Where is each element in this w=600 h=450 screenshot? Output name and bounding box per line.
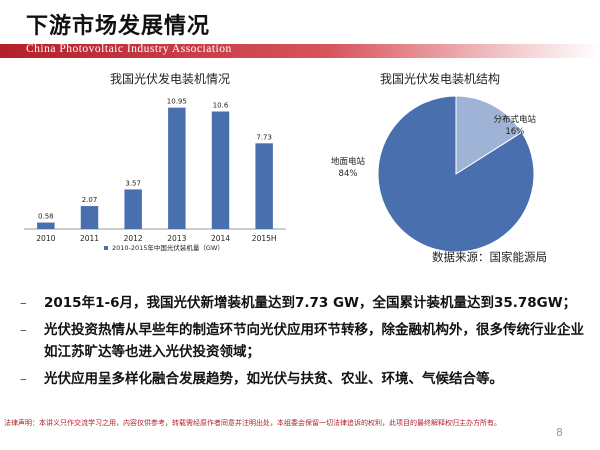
- bullet-marker: –: [20, 371, 27, 387]
- x-tick-label: 2010: [36, 234, 55, 243]
- x-tick-label: 2015H: [252, 234, 277, 243]
- legend-swatch: [104, 246, 108, 250]
- x-tick-label: 2011: [80, 234, 99, 243]
- bullet-item: – 光伏投资热情从早些年的制造环节向光伏应用环节转移，除金融机构外，很多传统行业…: [12, 319, 587, 363]
- bar-chart: 0.58 2010 2.07 2011 3.57 2012 10.95 2013 10.6 201…: [24, 98, 286, 252]
- legal-notice: 法律声明：本讲义只作交流学习之用，内容仅供参考，转载需经原作者同意并注明出处，本…: [4, 419, 501, 427]
- header-band: [0, 44, 600, 58]
- bullet-list: – 2015年1-6月，我国光伏新增装机量达到7.73 GW，全国累计装机量达到…: [12, 292, 587, 395]
- bar: [80, 206, 99, 229]
- bullet-marker: –: [20, 322, 27, 338]
- bar: [255, 143, 273, 229]
- bullet-item: – 光伏应用呈多样化融合发展趋势，如光伏与扶贫、农业、环境、气候结合等。: [12, 368, 587, 390]
- bar-value-label: 10.6: [213, 102, 229, 110]
- bar-value-label: 7.73: [256, 133, 272, 141]
- x-tick-label: 2014: [211, 234, 230, 243]
- bullet-item: – 2015年1-6月，我国光伏新增装机量达到7.73 GW，全国累计装机量达到…: [12, 292, 587, 314]
- page-title: 下游市场发展情况: [26, 14, 211, 39]
- bullet-text: 2015年1-6月，我国光伏新增装机量达到7.73 GW，全国累计装机量达到35…: [44, 295, 577, 311]
- bar-value-label: 0.58: [38, 213, 54, 221]
- bullet-text: 光伏应用呈多样化融合发展趋势，如光伏与扶贫、农业、环境、气候结合等。: [44, 371, 503, 387]
- data-source-note: 数据来源：国家能源局: [432, 250, 547, 264]
- bar-value-label: 2.07: [82, 196, 98, 204]
- pie-slice-label: 分布式电站: [494, 114, 537, 125]
- pie-slice-percent: 84%: [339, 169, 358, 179]
- pie-chart-title: 我国光伏发电装机结构: [380, 72, 501, 86]
- header-band-text: China Photovoltaic Industry Association: [26, 43, 232, 55]
- pie-slice: [455, 95, 523, 175]
- pie-slice-percent: 16%: [505, 127, 524, 137]
- bar-value-label: 10.95: [167, 98, 187, 106]
- pie-chart: 地面电站 84% 分布式电站 16%: [331, 95, 537, 253]
- bar: [211, 111, 230, 229]
- pie-slice-label: 地面电站: [331, 156, 366, 167]
- bar-value-label: 3.57: [125, 179, 141, 187]
- page-number: 8: [556, 426, 563, 439]
- x-tick-label: 2012: [124, 234, 143, 243]
- bar: [168, 107, 186, 229]
- bar-chart-title: 我国光伏发电装机情况: [110, 72, 231, 86]
- legend-label: 2010-2015年中国光伏装机量（GW）: [112, 243, 224, 252]
- pie-slice: [377, 95, 535, 253]
- bullet-text: 光伏投资热情从早些年的制造环节向光伏应用环节转移，除金融机构外，很多传统行业企业…: [44, 322, 584, 360]
- x-tick-label: 2013: [167, 234, 186, 243]
- bar: [37, 222, 55, 229]
- bar: [124, 189, 142, 229]
- bullet-marker: –: [20, 295, 27, 311]
